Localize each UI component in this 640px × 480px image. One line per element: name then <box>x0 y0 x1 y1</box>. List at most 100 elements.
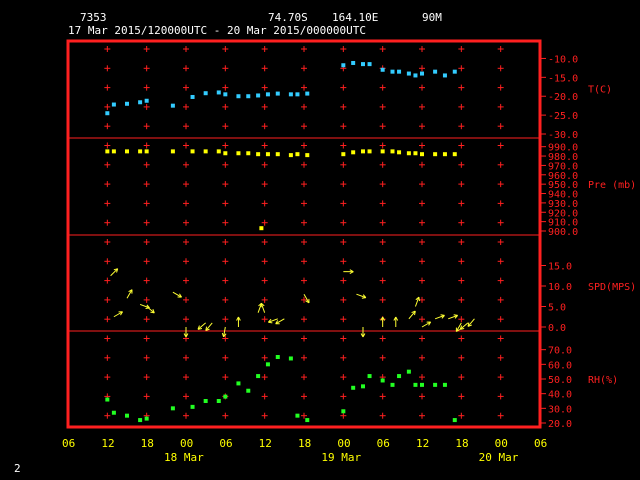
wind-arrow-head <box>467 322 470 327</box>
wind-arrow-head <box>223 333 227 338</box>
rh-point <box>367 374 372 379</box>
wind-arrow-head <box>414 311 416 316</box>
pres-point <box>397 150 402 155</box>
pres-point <box>380 149 385 154</box>
plot-frame <box>66 39 542 429</box>
wind-arrow-head <box>361 297 366 299</box>
y-tick-label: -25.0 <box>548 111 578 122</box>
wind-arrow-head <box>128 289 133 293</box>
y-tick-label: 930.0 <box>548 199 578 210</box>
wind-arrow-head <box>467 324 472 327</box>
y-tick-label: 920.0 <box>548 208 578 219</box>
pres-point <box>452 152 457 157</box>
wind-arrow <box>408 310 416 320</box>
rh-point <box>144 416 149 421</box>
wind-arrow-head <box>183 333 187 338</box>
wind-arrow-head <box>113 268 118 271</box>
pres-point <box>223 151 228 156</box>
pres-point <box>190 149 195 154</box>
rh-point <box>246 388 251 393</box>
temp-point <box>420 71 424 76</box>
rh-point <box>420 382 424 387</box>
wind-arrow <box>434 314 445 320</box>
temp-point <box>295 92 300 97</box>
rh-point <box>275 355 280 359</box>
wind-arrow-head <box>185 333 189 338</box>
longitude: 164.10E <box>332 11 379 24</box>
wind-arrow-head <box>205 326 208 331</box>
pres-point <box>433 152 438 157</box>
station-id: 7353 <box>80 11 107 24</box>
wind-arrow-head <box>268 321 273 324</box>
pres-point <box>406 151 411 156</box>
pres-point <box>420 152 424 157</box>
x-tick-label: 00 <box>180 437 193 450</box>
wind-arrow-head <box>362 294 367 298</box>
wind-arrow <box>275 318 285 325</box>
rh-point <box>105 397 110 402</box>
panel-unit-label: SPD(MPS) <box>588 282 636 293</box>
y-tick-label: 900.0 <box>548 227 578 238</box>
rh-point <box>380 378 385 383</box>
y-tick-label: 15.0 <box>548 262 572 273</box>
rh-point <box>351 385 356 390</box>
wind-arrow <box>414 296 420 307</box>
x-tick-label: 00 <box>495 437 508 450</box>
wind-arrow <box>146 306 155 314</box>
elevation: 90M <box>422 11 442 24</box>
pres-point <box>105 149 110 154</box>
time-range: 17 Mar 2015/120000UTC - 20 Mar 2015/0000… <box>68 24 367 37</box>
pres-point <box>246 151 251 156</box>
wind-arrow-head <box>360 333 364 338</box>
x-tick-label: 00 <box>337 437 350 450</box>
wind-arrow <box>223 326 226 337</box>
rh-point <box>305 418 310 423</box>
wind-arrow-head <box>275 320 279 325</box>
temp-point <box>138 100 143 105</box>
wind-arrow <box>113 311 123 318</box>
rh-point <box>216 399 221 403</box>
temp-point <box>380 67 385 72</box>
y-tick-label: 5.0 <box>548 303 566 314</box>
wind-arrow-head <box>456 329 461 332</box>
wind-arrow-head <box>454 315 458 319</box>
pres-point <box>265 152 270 157</box>
pres-point <box>351 150 356 155</box>
y-tick-label: -10.0 <box>548 54 578 65</box>
temp-point <box>190 94 195 99</box>
wind-arrow-head <box>260 303 262 308</box>
y-tick-label: 20.0 <box>548 419 572 430</box>
wind-arrow <box>356 293 367 299</box>
wind-arrow-head <box>260 302 265 307</box>
wind-arrow <box>197 322 206 330</box>
rh-point <box>190 404 195 409</box>
x-tick-label: 18 <box>455 437 468 450</box>
wind-arrow-head <box>120 311 123 316</box>
rh-point <box>223 394 228 399</box>
wind-arrow-head <box>362 333 366 338</box>
y-tick-label: 50.0 <box>548 375 572 386</box>
y-tick-label: 40.0 <box>548 390 572 401</box>
rh-point <box>265 362 270 367</box>
wind-arrow-head <box>460 328 465 330</box>
pres-point <box>305 153 310 158</box>
panel-unit-label: T(C) <box>588 85 612 96</box>
y-tick-label: 60.0 <box>548 360 572 371</box>
y-tick-label: 30.0 <box>548 404 572 415</box>
wind-arrow-head <box>236 316 239 321</box>
wind-arrow <box>268 318 278 323</box>
wind-arrow-head <box>305 300 310 304</box>
pres-point <box>413 151 418 156</box>
panel-unit-label: RH(%) <box>588 375 618 386</box>
temp-point <box>203 91 208 96</box>
panel-unit-label: Pre (mb) <box>588 180 636 191</box>
y-tick-label: 970.0 <box>548 161 578 172</box>
temp-point <box>406 71 411 76</box>
pres-point <box>144 149 149 154</box>
wind-arrow-head <box>146 304 150 309</box>
x-tick-label: 12 <box>101 437 114 450</box>
y-tick-label: -15.0 <box>548 73 578 84</box>
pres-point <box>367 149 372 154</box>
x-tick-label: 06 <box>219 437 232 450</box>
page-number: 2 <box>14 462 21 475</box>
